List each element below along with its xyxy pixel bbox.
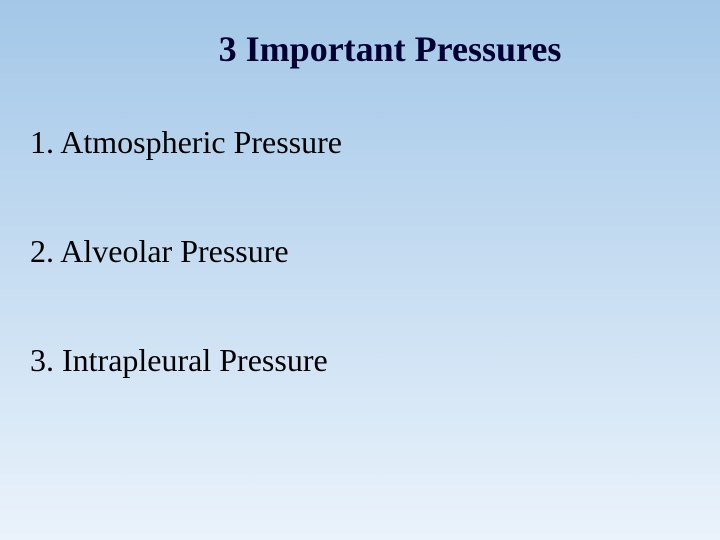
list-item: 1. Atmospheric Pressure [30,124,690,161]
list-item: 3. Intrapleural Pressure [30,342,690,379]
slide-title: 3 Important Pressures [30,28,690,70]
slide-container: 3 Important Pressures 1. Atmospheric Pre… [0,0,720,540]
list-item: 2. Alveolar Pressure [30,233,690,270]
